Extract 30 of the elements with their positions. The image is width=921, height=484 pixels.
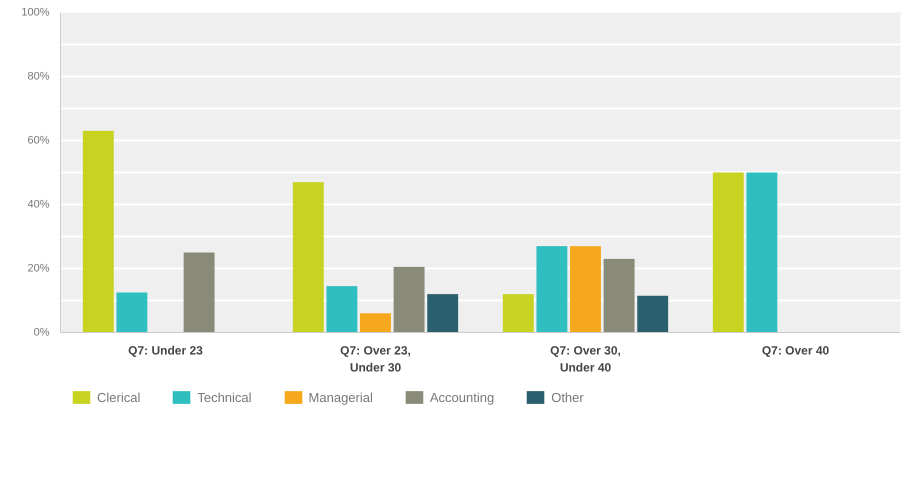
bar [394, 266, 425, 332]
bar [116, 292, 148, 332]
bar [184, 252, 215, 332]
bar [746, 172, 778, 332]
bar [427, 294, 458, 332]
y-tick-label: 80% [27, 70, 50, 82]
bar [502, 294, 534, 332]
bar [292, 182, 324, 332]
y-tick-label: 40% [27, 198, 50, 210]
legend-label: Accounting [430, 390, 494, 404]
legend-label: Managerial [308, 390, 373, 404]
x-tick-label: Q7: Over 23, Under 30 [340, 344, 411, 374]
legend-label: Other [551, 390, 584, 404]
x-tick-label: Q7: Over 30, Under 40 [550, 344, 621, 374]
legend-label: Technical [197, 390, 252, 404]
bar [637, 296, 668, 332]
bar [82, 130, 114, 332]
y-tick-label: 60% [27, 134, 50, 146]
bar [712, 172, 744, 332]
bar [604, 258, 635, 332]
x-tick-label: Q7: Over 40 [762, 344, 830, 358]
bar [536, 246, 568, 332]
bar [570, 246, 601, 332]
legend-label: Clerical [97, 390, 140, 404]
y-tick-label: 0% [34, 326, 50, 338]
bar [360, 313, 391, 332]
bar [326, 286, 358, 332]
y-tick-label: 20% [27, 262, 50, 274]
y-tick-label: 100% [21, 6, 50, 18]
x-tick-label: Q7: Under 23 [128, 344, 204, 358]
